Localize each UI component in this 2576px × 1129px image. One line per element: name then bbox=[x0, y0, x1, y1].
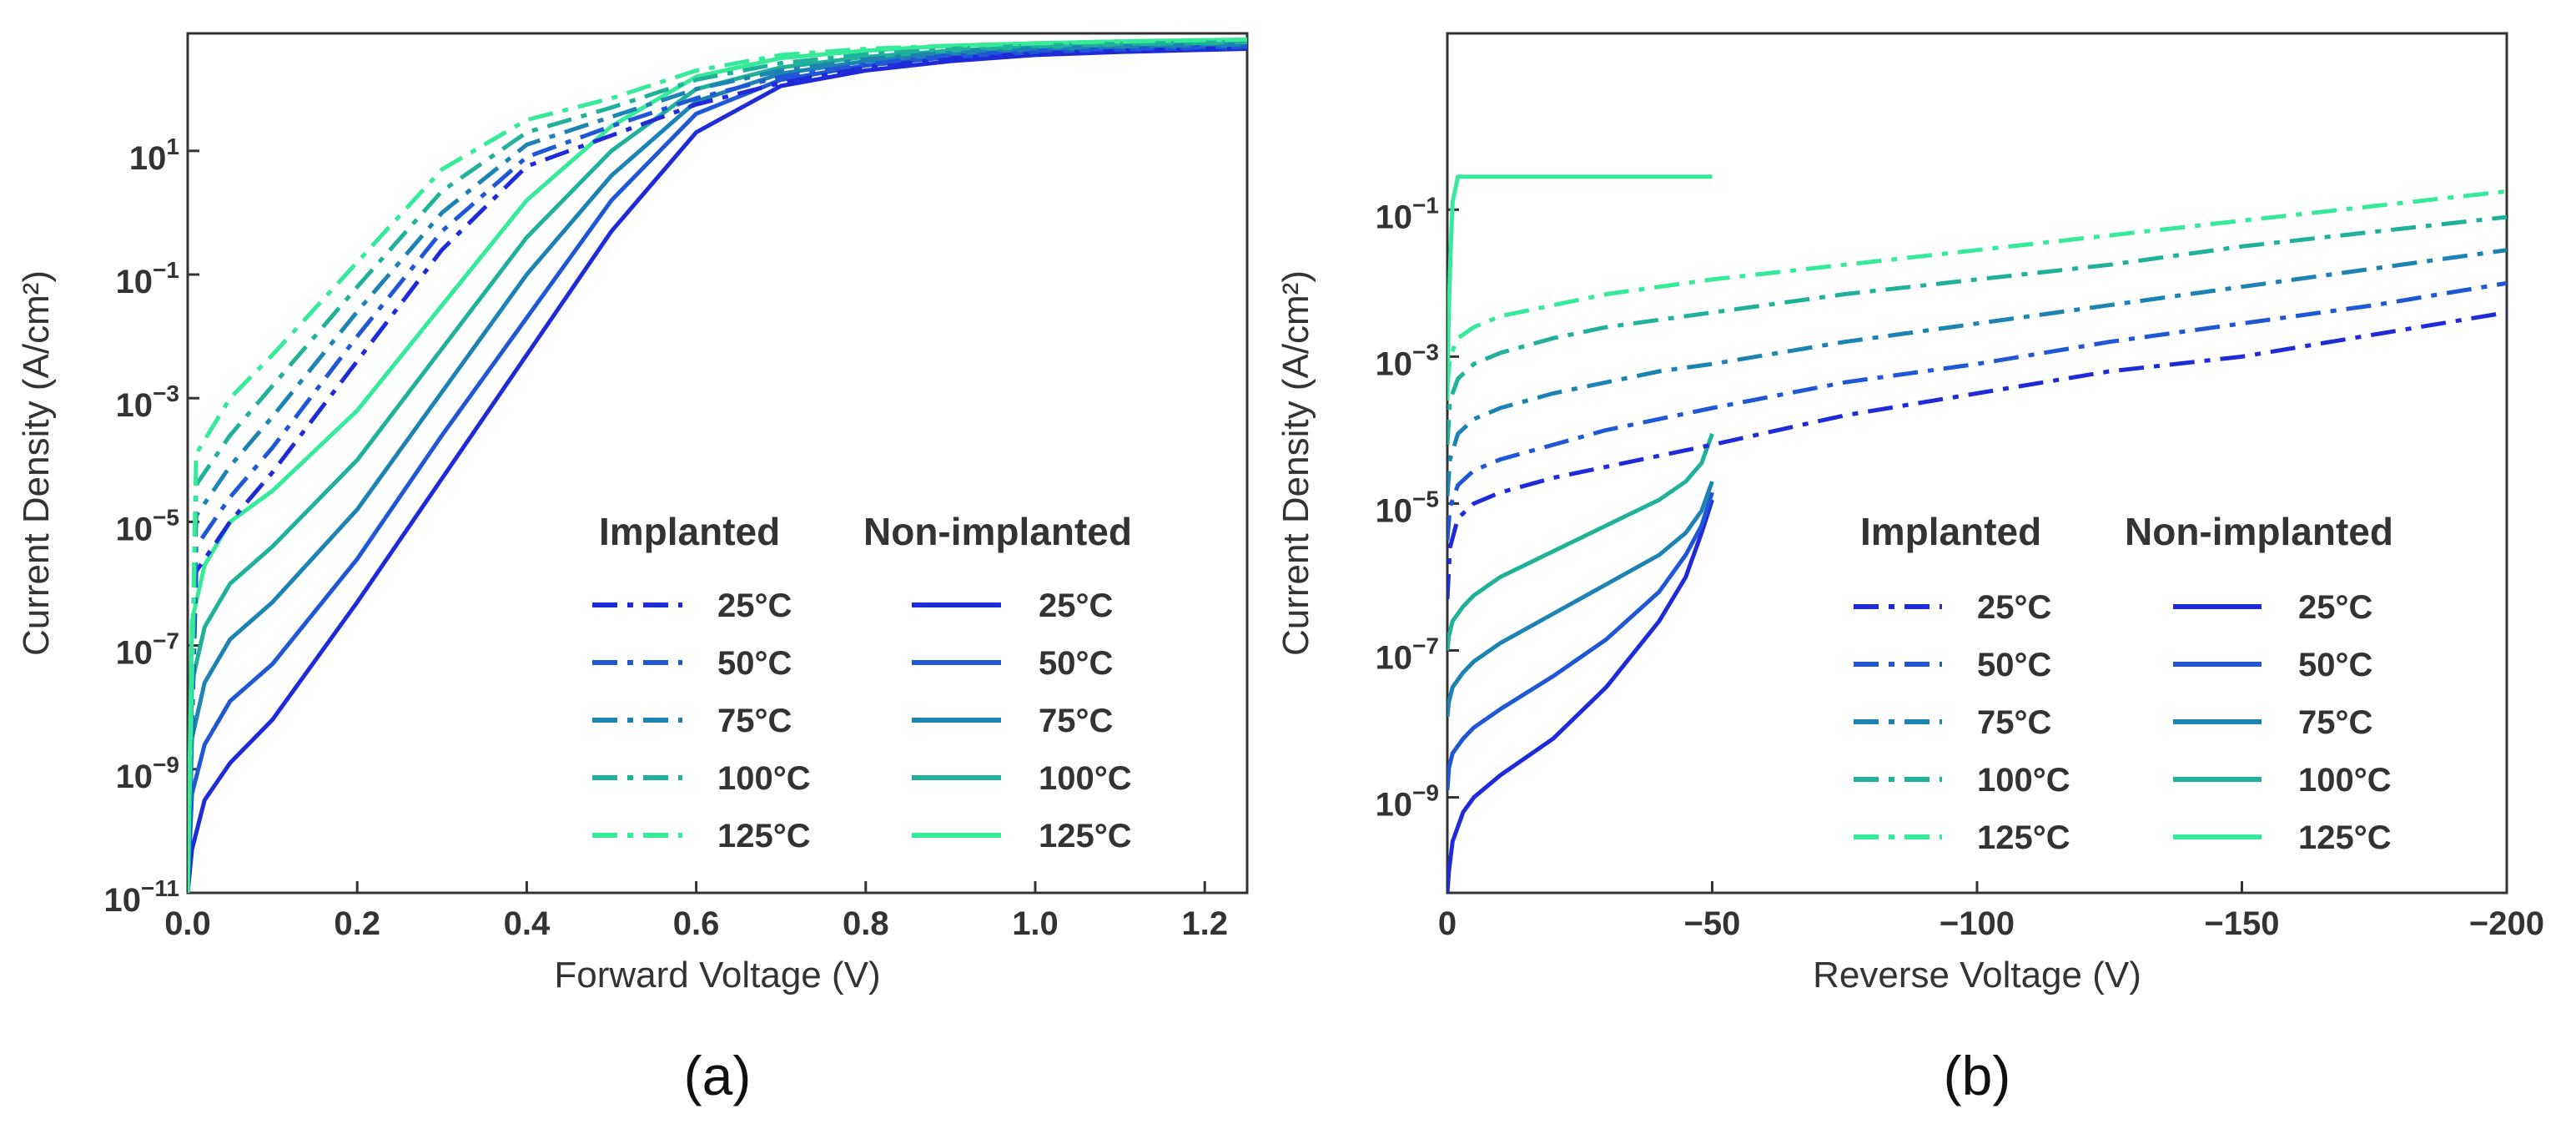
implanted-series-50c bbox=[1447, 280, 2507, 541]
x-tick-label: 0 bbox=[1438, 905, 1457, 942]
implanted-series-100c bbox=[1447, 214, 2507, 446]
plot-frame bbox=[186, 32, 1249, 895]
y-tick-label: 10−11 bbox=[104, 875, 179, 919]
implanted-series-25c bbox=[1447, 310, 2507, 600]
legend-label-non-implanted: 125°C bbox=[1039, 818, 1132, 854]
x-tick-label: −200 bbox=[2469, 905, 2544, 942]
legend-label-implanted: 25°C bbox=[1977, 589, 2051, 626]
implanted-series-25c bbox=[188, 45, 1247, 893]
x-tick-label: −100 bbox=[1940, 905, 2015, 942]
y-tick-label: 10−3 bbox=[1376, 339, 1439, 382]
legend-label-implanted: 125°C bbox=[717, 818, 811, 854]
implanted-series-125c bbox=[1447, 189, 2507, 386]
x-tick-label: 1.2 bbox=[1181, 905, 1228, 942]
legend-label-non-implanted: 50°C bbox=[1039, 645, 1113, 682]
y-tick-label: 10−9 bbox=[116, 752, 179, 795]
non-implanted-series-50c bbox=[1447, 491, 1714, 790]
x-tick-label: 1.0 bbox=[1012, 905, 1059, 942]
legend-title-implanted: Implanted bbox=[599, 510, 780, 553]
legend-label-non-implanted: 75°C bbox=[2298, 704, 2372, 741]
implanted-series-75c bbox=[188, 42, 1247, 893]
legend-label-non-implanted: 125°C bbox=[2298, 819, 2392, 856]
legend: Implanted Non-implanted 25°C 25°C 50°C 50°C 75… bbox=[1854, 510, 2393, 856]
x-tick-label: −150 bbox=[2204, 905, 2279, 942]
legend-title-non-implanted: Non-implanted bbox=[2125, 510, 2393, 553]
x-tick-label: 0.2 bbox=[334, 905, 380, 942]
y-tick-label: 10−9 bbox=[1376, 780, 1439, 824]
x-axis-title: Reverse Voltage (V) bbox=[1813, 955, 2141, 995]
legend-label-implanted: 50°C bbox=[717, 645, 792, 682]
legend-label-non-implanted: 75°C bbox=[1039, 703, 1113, 739]
legend-label-implanted: 125°C bbox=[1977, 819, 2070, 856]
legend-label-implanted: 75°C bbox=[1977, 704, 2051, 741]
y-axis-title: Current Density (A/cm²) bbox=[1275, 270, 1316, 656]
y-tick-label: 10−1 bbox=[116, 257, 179, 300]
legend-label-implanted: 100°C bbox=[717, 760, 811, 797]
y-tick-label: 10−7 bbox=[116, 628, 179, 672]
y-tick-label: 10−5 bbox=[116, 504, 179, 547]
y-tick-label: 101 bbox=[129, 134, 179, 177]
non-implanted-series-25c bbox=[1447, 499, 1714, 893]
x-tick-label: 0.6 bbox=[673, 905, 720, 942]
non-implanted-series-100c bbox=[188, 40, 1247, 893]
implanted-series-100c bbox=[188, 39, 1247, 893]
y-tick-label: 10−5 bbox=[1376, 486, 1439, 529]
legend-title-non-implanted: Non-implanted bbox=[863, 510, 1132, 553]
legend-title-implanted: Implanted bbox=[1860, 510, 2041, 553]
y-axis-title: Current Density (A/cm²) bbox=[16, 270, 57, 656]
x-tick-label: 0.8 bbox=[843, 905, 889, 942]
legend-label-non-implanted: 25°C bbox=[2298, 589, 2372, 626]
panel-label: (b) bbox=[1944, 1045, 2011, 1106]
legend-label-non-implanted: 25°C bbox=[1039, 587, 1113, 624]
y-tick-label: 10−1 bbox=[1376, 192, 1439, 235]
x-tick-label: −50 bbox=[1684, 905, 1741, 942]
non-implanted-series-25c bbox=[188, 47, 1247, 893]
chart-panel-a: 0.0 0.2 0.4 0.6 0.8 1.0 1.2 10−11 10−9 10−7 10−5 10… bbox=[16, 32, 1249, 1106]
non-implanted-series-125c bbox=[1447, 174, 1713, 401]
non-implanted-series-75c bbox=[1447, 481, 1714, 717]
legend-label-non-implanted: 50°C bbox=[2298, 647, 2372, 683]
legend-label-implanted: 100°C bbox=[1977, 762, 2070, 799]
legend: Implanted Non-implanted 25°C 25°C 50°C 50°C 75… bbox=[592, 510, 1132, 854]
implanted-series-125c bbox=[188, 37, 1247, 893]
non-implanted-series-100c bbox=[1447, 432, 1714, 651]
implanted-series-50c bbox=[188, 44, 1247, 893]
legend-label-non-implanted: 100°C bbox=[2298, 762, 2392, 799]
y-tick-label: 10−7 bbox=[1376, 633, 1439, 676]
y-tick-label: 10−3 bbox=[116, 381, 179, 424]
x-tick-label: 0.4 bbox=[504, 905, 551, 942]
implanted-series-75c bbox=[1447, 248, 2507, 496]
legend-label-implanted: 25°C bbox=[717, 587, 792, 624]
legend-label-non-implanted: 100°C bbox=[1039, 760, 1132, 797]
legend-label-implanted: 50°C bbox=[1977, 647, 2051, 683]
chart-panel-b: 0 −50 −100 −150 −200 10−9 10−7 10−5 10−3 10−1 Reve… bbox=[1275, 32, 2544, 1106]
panel-label: (a) bbox=[684, 1045, 752, 1106]
x-tick-label: 0.0 bbox=[164, 905, 211, 942]
legend-label-implanted: 75°C bbox=[717, 703, 792, 739]
x-axis-title: Forward Voltage (V) bbox=[554, 955, 880, 995]
